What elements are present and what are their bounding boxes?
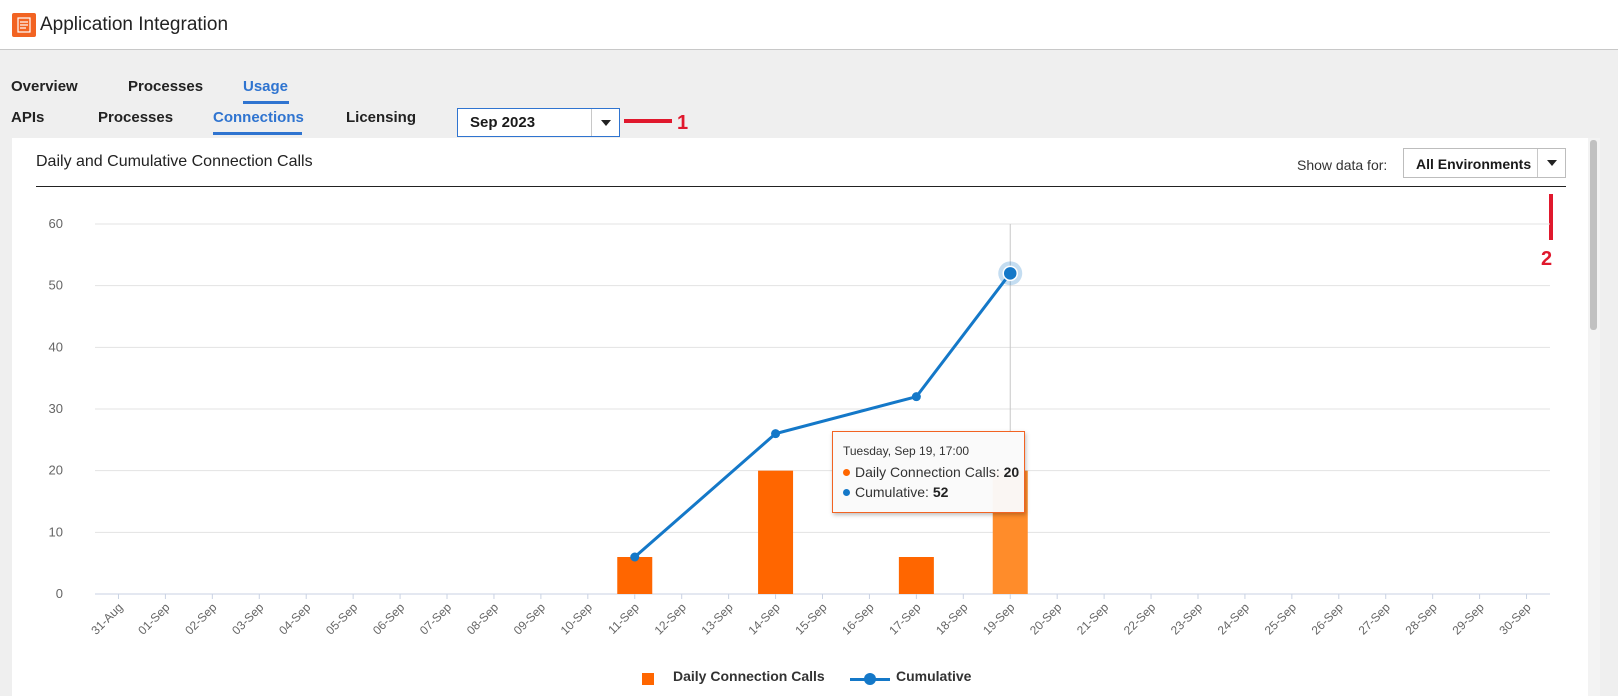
x-tick-label: 26-Sep — [1309, 600, 1346, 637]
subtab-licensing[interactable]: Licensing — [346, 109, 417, 126]
scrollbar-thumb[interactable] — [1590, 140, 1597, 330]
x-tick-label: 20-Sep — [1027, 600, 1064, 637]
point-cumulative-17-Sep — [911, 392, 921, 402]
x-tick-label: 10-Sep — [558, 600, 595, 637]
subtab-connections[interactable]: Connections — [213, 109, 304, 126]
x-tick-label: 03-Sep — [229, 600, 266, 637]
app-logo-icon[interactable] — [12, 13, 36, 37]
chart-title: Daily and Cumulative Connection Calls — [36, 153, 313, 170]
x-tick-label: 24-Sep — [1215, 600, 1252, 637]
x-tick-label: 09-Sep — [511, 600, 548, 637]
subtab-processes[interactable]: Processes — [98, 109, 174, 126]
x-tick-label: 04-Sep — [276, 600, 313, 637]
app-header: Application Integration — [0, 0, 1618, 50]
line-cumulative — [633, 272, 1012, 559]
x-tick-label: 29-Sep — [1449, 600, 1486, 637]
tooltip-cumulative-value: 52 — [932, 484, 949, 500]
x-tick-label: 30-Sep — [1496, 600, 1533, 637]
x-tick-label: 11-Sep — [605, 600, 642, 637]
x-tick-label: 22-Sep — [1121, 600, 1158, 637]
legend-daily-label[interactable]: Daily Connection Calls — [673, 668, 825, 684]
daily-dot-icon — [843, 469, 850, 476]
x-tick-label: 02-Sep — [182, 600, 219, 637]
tooltip-row-cumulative: Cumulative: 52 — [843, 484, 948, 500]
y-tick-label: 30 — [49, 401, 63, 416]
bar-daily-11-Sep — [617, 557, 653, 594]
tab-processes[interactable]: Processes — [128, 78, 204, 95]
chevron-down-icon — [1547, 160, 1557, 166]
x-tick-label: 25-Sep — [1262, 600, 1299, 637]
x-tick-label: 13-Sep — [698, 600, 735, 637]
x-tick-label: 01-Sep — [135, 600, 172, 637]
y-tick-label: 50 — [49, 278, 63, 293]
legend-cumulative-dot-icon[interactable] — [864, 673, 876, 685]
cumulative-dot-icon — [843, 489, 850, 496]
x-tick-label: 06-Sep — [370, 600, 407, 637]
tooltip-daily-value: 20 — [1003, 464, 1020, 480]
x-tick-label: 14-Sep — [745, 600, 782, 637]
x-tick-label: 31-Aug — [88, 600, 125, 637]
x-tick-label: 12-Sep — [652, 600, 689, 637]
title-divider — [36, 186, 1566, 187]
legend-daily-swatch-icon[interactable] — [642, 673, 654, 685]
environment-select[interactable]: All Environments — [1403, 148, 1566, 178]
y-tick-label: 20 — [49, 463, 63, 478]
tab-overview[interactable]: Overview — [11, 78, 78, 95]
annotation-number-2: 2 — [1541, 248, 1553, 270]
point-cumulative-19-Sep — [1002, 265, 1018, 282]
x-tick-label: 19-Sep — [980, 600, 1017, 637]
chart-card — [12, 138, 1588, 696]
x-tick-label: 21-Sep — [1074, 600, 1111, 637]
x-tick-label: 07-Sep — [417, 600, 454, 637]
y-tick-label: 60 — [49, 216, 63, 231]
environment-select-dropdown-button[interactable] — [1537, 149, 1565, 177]
app-title: Application Integration — [40, 14, 229, 35]
legend-cumulative-label[interactable]: Cumulative — [896, 668, 972, 684]
y-tick-label: 40 — [49, 339, 63, 354]
annotation-number-1: 1 — [677, 112, 689, 134]
subtab-apis[interactable]: APIs — [11, 109, 45, 126]
bar-daily-17-Sep — [898, 557, 934, 594]
point-cumulative-11-Sep — [630, 552, 640, 562]
month-select-dropdown-button[interactable] — [591, 109, 619, 136]
tooltip-daily-label: Daily Connection Calls: — [855, 464, 1000, 480]
x-tick-label: 18-Sep — [933, 600, 970, 637]
x-tick-label: 05-Sep — [323, 600, 360, 637]
point-cumulative-14-Sep — [771, 429, 781, 439]
chart-tooltip: Tuesday, Sep 19, 17:00 Daily Connection … — [832, 431, 1025, 513]
y-tick-label: 0 — [56, 586, 63, 601]
show-data-for-label: Show data for: — [1297, 157, 1388, 173]
annotation-line-1 — [624, 119, 672, 123]
bar-daily-14-Sep — [758, 470, 794, 594]
month-select[interactable]: Sep 2023 — [457, 108, 620, 137]
month-select-value: Sep 2023 — [470, 114, 536, 131]
tooltip-row-daily: Daily Connection Calls: 20 — [843, 464, 1019, 480]
subtab-connections-underline — [213, 132, 302, 135]
tooltip-header: Tuesday, Sep 19, 17:00 — [843, 444, 970, 458]
y-tick-label: 10 — [49, 524, 63, 539]
tooltip-cumulative-label: Cumulative: — [855, 484, 929, 500]
x-tick-label: 23-Sep — [1168, 600, 1205, 637]
x-tick-label: 15-Sep — [792, 600, 829, 637]
chevron-down-icon — [601, 120, 611, 126]
x-tick-label: 17-Sep — [886, 600, 923, 637]
x-tick-label: 27-Sep — [1356, 600, 1393, 637]
x-tick-label: 16-Sep — [839, 600, 876, 637]
environment-select-value: All Environments — [1416, 156, 1532, 172]
x-tick-label: 08-Sep — [464, 600, 501, 637]
tab-usage[interactable]: Usage — [243, 78, 289, 95]
x-tick-label: 28-Sep — [1403, 600, 1440, 637]
tab-usage-underline — [243, 101, 289, 104]
annotation-line-2 — [1549, 194, 1553, 240]
